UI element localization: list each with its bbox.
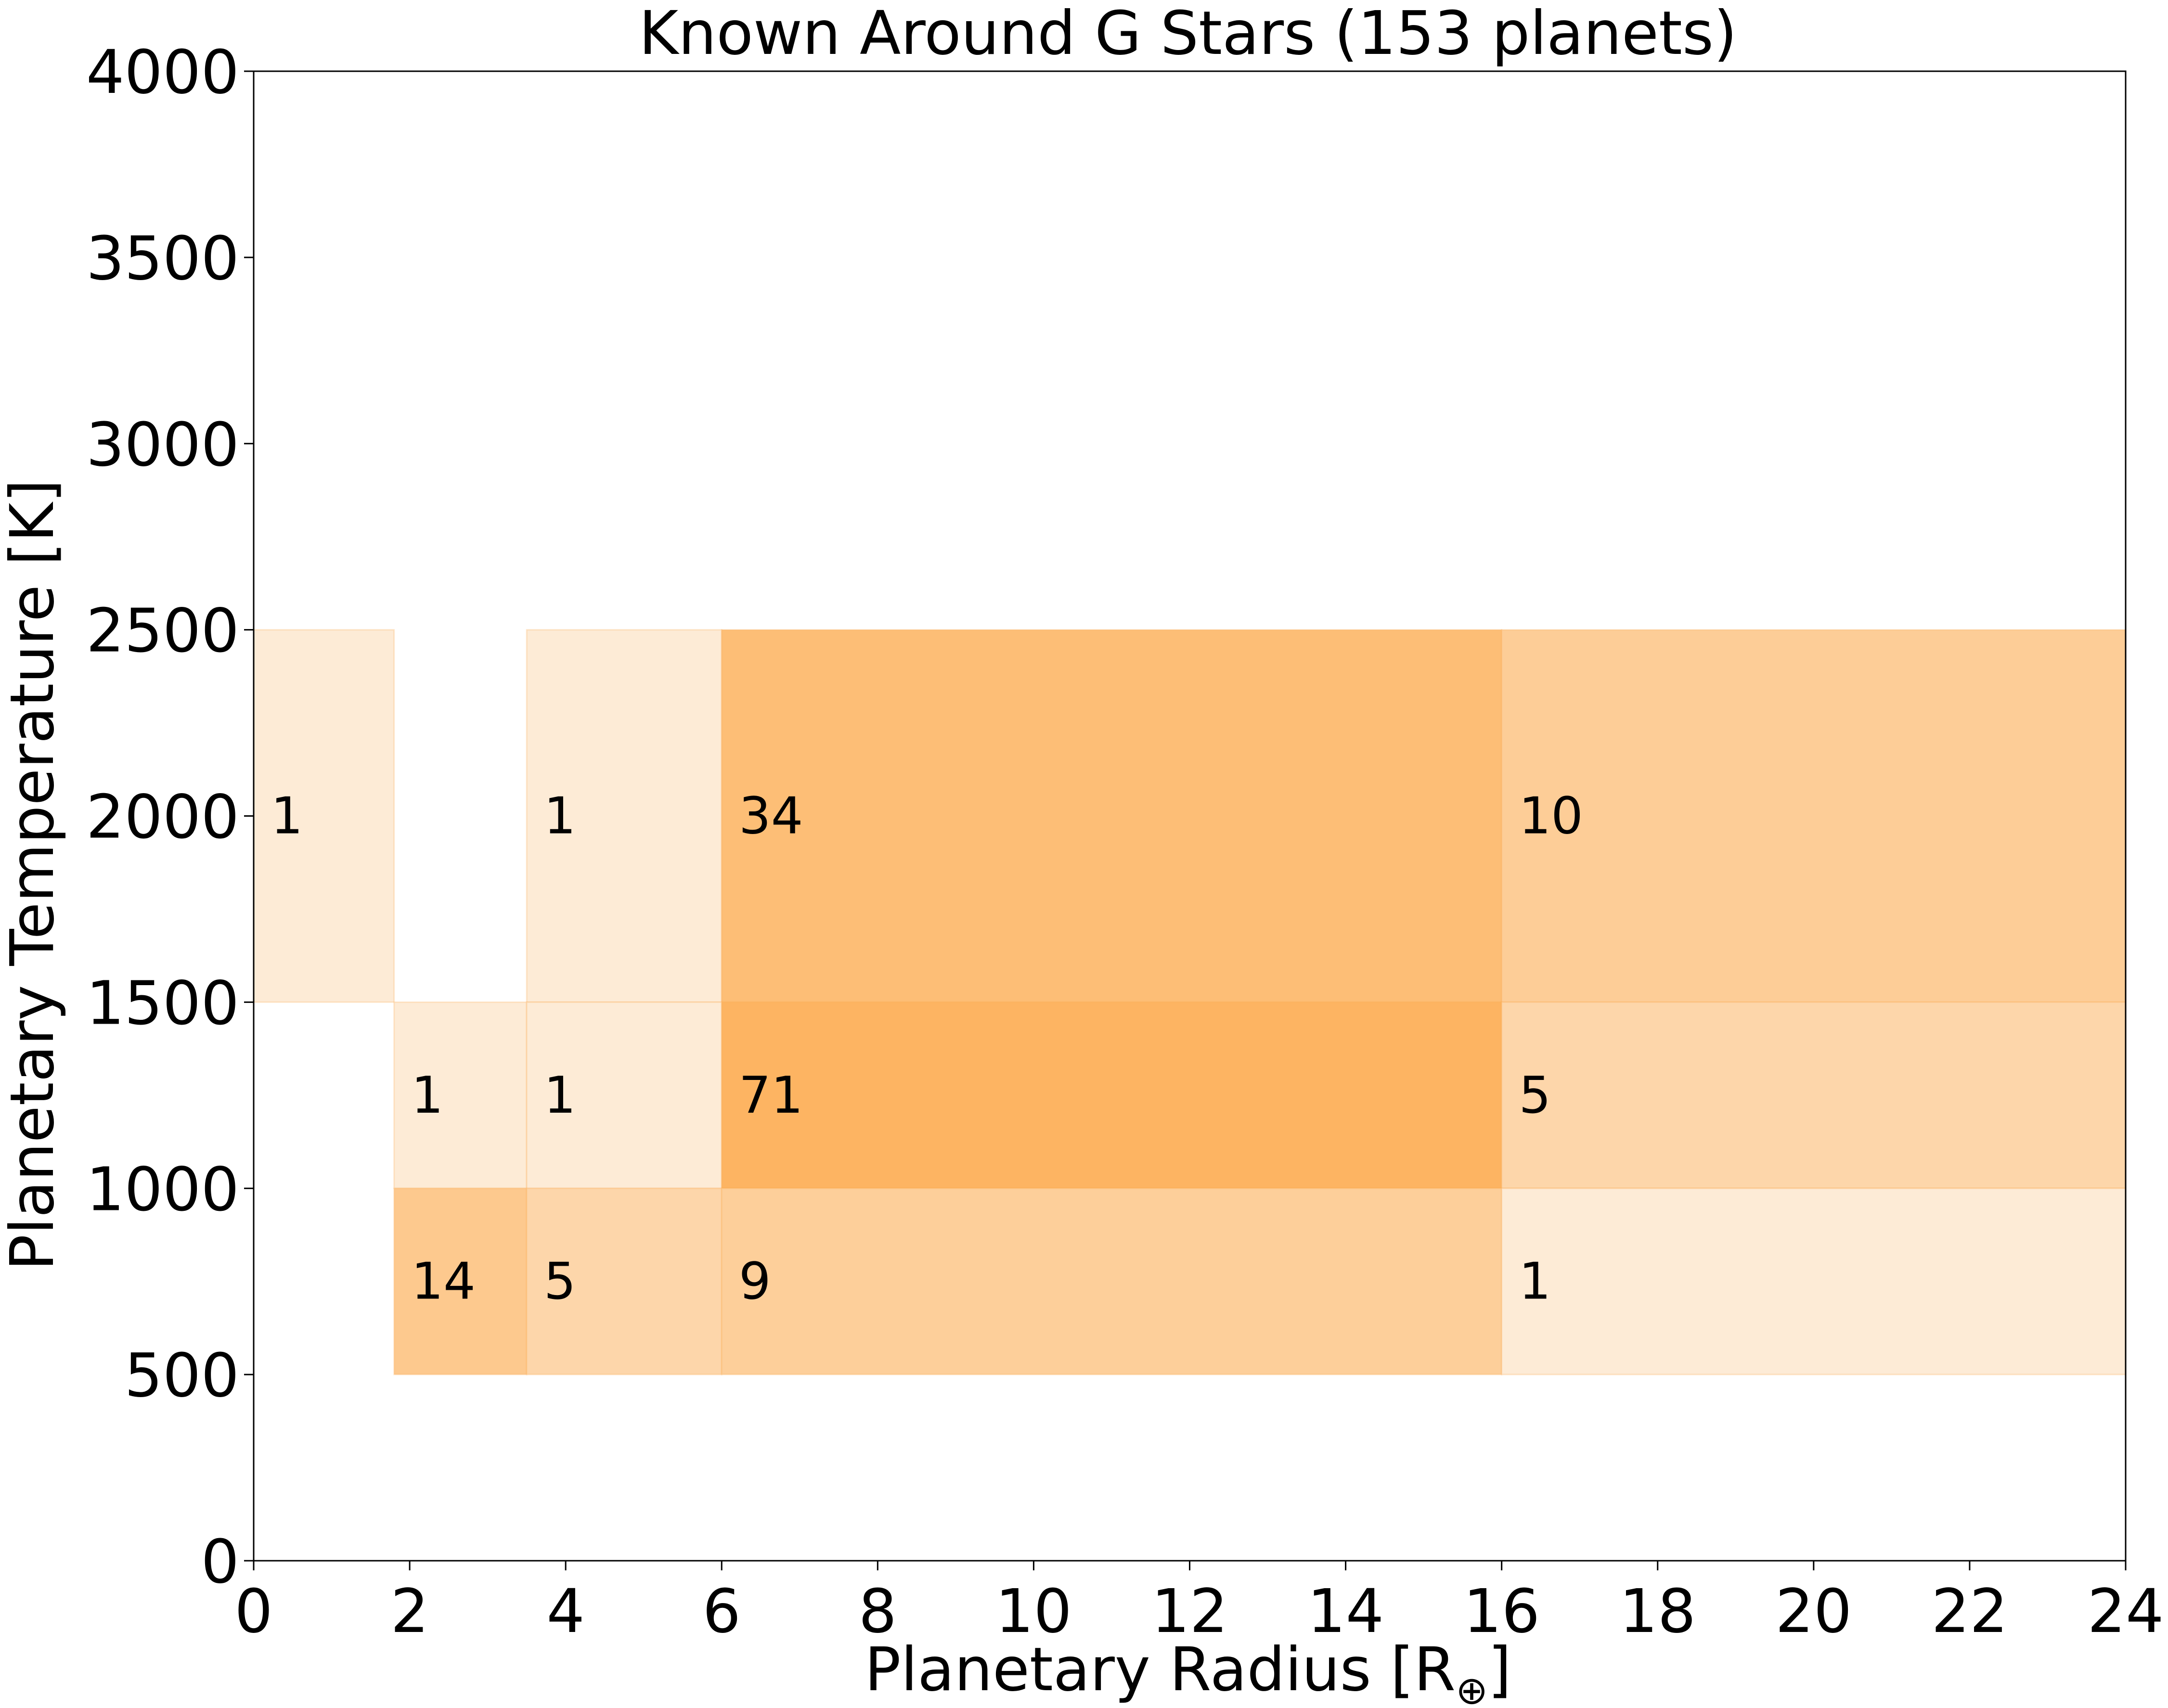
x-axis-label-text: Planetary Radius [R	[865, 1635, 1456, 1705]
heatmap-cell	[526, 1187, 723, 1375]
x-tick-label: 10	[995, 1577, 1072, 1646]
x-tick-label: 20	[1775, 1577, 1852, 1646]
x-tick-label: 22	[1931, 1577, 2008, 1646]
cell-count-label: 9	[739, 1252, 771, 1311]
cell-count-label: 1	[1519, 1252, 1551, 1311]
x-axis-ticks: 0 2 4 6 8 10 12 14 16 18 20 22 24	[234, 1561, 2164, 1646]
y-tick-label: 1500	[86, 968, 239, 1038]
y-tick-label: 500	[124, 1341, 239, 1411]
cell-count-label: 14	[411, 1252, 476, 1311]
x-axis-label: Planetary Radius [R⊕]	[865, 1635, 1511, 1708]
cell-count-label: 1	[544, 1066, 576, 1125]
y-tick-label: 3000	[86, 410, 239, 480]
cell-count-label: 5	[544, 1252, 576, 1311]
x-tick-label: 14	[1307, 1577, 1384, 1646]
heatmap-cell	[1501, 629, 2127, 1003]
y-axis-ticks: 0 500 1000 1500 2000 2500 3000 3500 4000	[86, 38, 254, 1597]
heatmap-cell	[393, 1001, 528, 1189]
y-tick-label: 1000	[86, 1155, 239, 1224]
heatmap-cells	[253, 629, 2127, 1375]
x-tick-label: 24	[2087, 1577, 2164, 1646]
x-tick-label: 16	[1463, 1577, 1540, 1646]
cell-count-label: 1	[271, 787, 303, 846]
cell-count-label: 34	[739, 787, 803, 846]
y-axis-label: Planetary Temperature [K]	[0, 479, 67, 1271]
chart-title: Known Around G Stars (153 planets)	[639, 0, 1737, 68]
heatmap-cell	[393, 1187, 528, 1375]
x-tick-label: 0	[234, 1577, 273, 1646]
heatmap-cell	[253, 629, 395, 1003]
heatmap-cell	[1501, 1001, 2127, 1189]
cell-count-labels: 1 1 34 10 1 1 71 5 14 5 9 1	[271, 787, 1583, 1311]
cell-count-label: 5	[1519, 1066, 1551, 1125]
heatmap-cell	[526, 629, 723, 1003]
x-tick-label: 6	[702, 1577, 741, 1646]
x-tick-label: 18	[1619, 1577, 1696, 1646]
y-tick-label: 2500	[86, 596, 239, 666]
cell-count-label: 1	[544, 787, 576, 846]
y-tick-label: 2000	[86, 783, 239, 852]
y-tick-label: 4000	[86, 38, 239, 107]
cell-count-label: 71	[739, 1066, 803, 1125]
x-axis-label-subscript: ⊕	[1456, 1668, 1488, 1708]
heatmap-cell	[526, 1001, 723, 1189]
x-tick-label: 8	[859, 1577, 897, 1646]
x-tick-label: 2	[390, 1577, 429, 1646]
heatmap-cell	[1501, 1187, 2127, 1375]
cell-count-label: 10	[1519, 787, 1583, 846]
x-axis-label-suffix: ]	[1488, 1635, 1511, 1705]
cell-count-label: 1	[411, 1066, 443, 1125]
heatmap-cell	[721, 1001, 1503, 1189]
y-tick-label: 0	[201, 1527, 239, 1597]
y-tick-label: 3500	[86, 224, 239, 294]
heatmap-cell	[721, 1187, 1503, 1375]
heatmap-cell	[721, 629, 1503, 1003]
x-tick-label: 4	[546, 1577, 585, 1646]
x-tick-label: 12	[1151, 1577, 1228, 1646]
